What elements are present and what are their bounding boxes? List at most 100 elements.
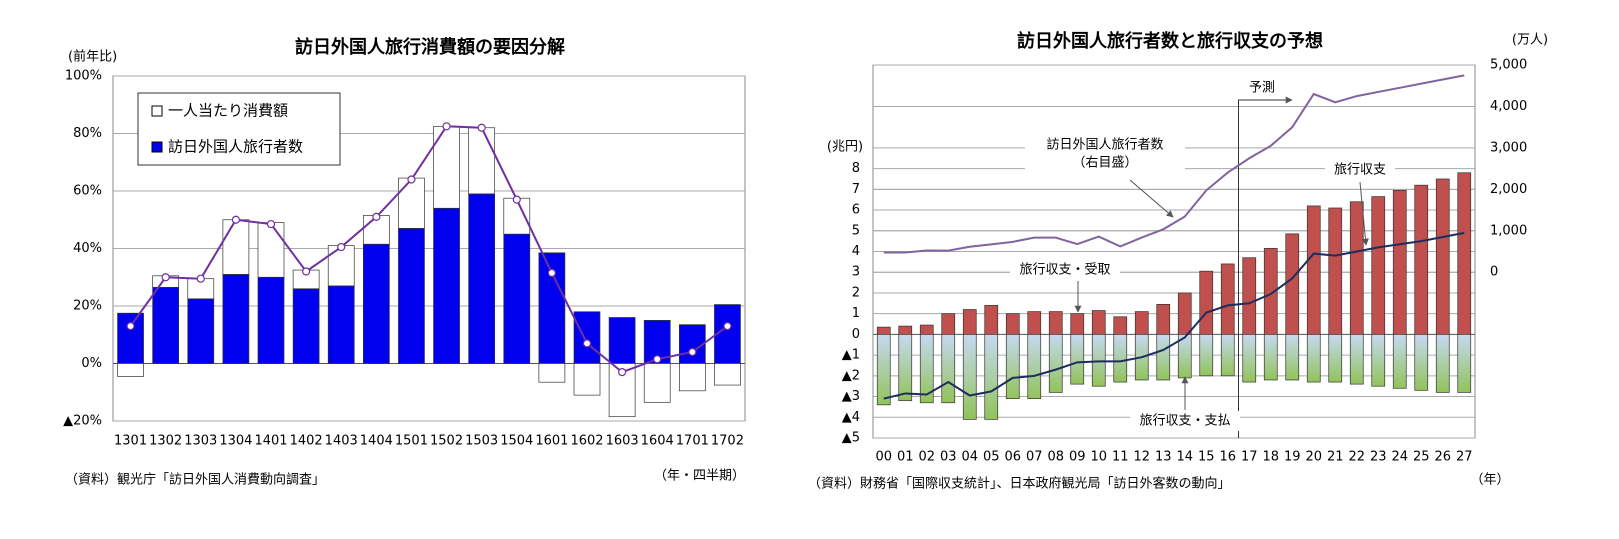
bar — [1263, 334, 1278, 381]
line-marker — [126, 322, 135, 331]
bar — [222, 219, 250, 275]
x-tick-label: 16 — [1219, 450, 1236, 465]
y-tick-label: ▲5 — [842, 431, 860, 446]
bar — [1414, 184, 1429, 335]
bar — [1113, 316, 1128, 335]
y-tick-label: 2 — [852, 285, 860, 300]
y-tick-label: 80% — [73, 126, 102, 141]
bar — [876, 334, 891, 406]
legend-label: 訪日外国人旅行者数 — [168, 138, 303, 156]
chart-title: 訪日外国人旅行者数と旅行収支の予想 — [1017, 30, 1323, 52]
bar — [573, 363, 601, 396]
x-axis-label: （年・四半期） — [654, 469, 745, 484]
x-tick-label: 10 — [1090, 450, 1107, 465]
x-tick-label: 1304 — [219, 434, 252, 449]
bar — [538, 363, 566, 383]
line — [883, 231, 1465, 400]
bar — [984, 305, 999, 335]
x-tick-label: 1601 — [535, 434, 568, 449]
annotation: 予測 — [1249, 81, 1275, 96]
source-note: （資料）観光庁「訪日外国人消費動向調査」 — [65, 472, 325, 488]
bar — [1091, 310, 1106, 335]
bar — [1177, 292, 1192, 335]
y-tick-label: 5 — [852, 223, 860, 238]
line-marker — [302, 267, 311, 276]
x-tick-label: 21 — [1327, 450, 1344, 465]
bar — [468, 193, 496, 364]
line-marker — [688, 347, 697, 357]
y-tick-label: 7 — [852, 182, 860, 197]
bar — [327, 285, 355, 364]
bar — [1027, 334, 1042, 399]
bar — [1242, 334, 1257, 383]
bar — [1005, 313, 1020, 335]
annotation: （右目盛） — [1072, 156, 1137, 171]
x-tick-label: 1502 — [430, 434, 463, 449]
bar — [941, 334, 956, 404]
label-bg — [1325, 160, 1395, 180]
legend-swatch — [151, 141, 163, 153]
x-axis-label: （年） — [1470, 473, 1509, 488]
x-tick-label: 19 — [1284, 450, 1301, 465]
bar — [1349, 334, 1364, 385]
annotation-arrow — [1359, 181, 1369, 246]
y-tick-label: ▲4 — [842, 410, 860, 425]
y-tick-label: 4 — [852, 244, 860, 259]
line-marker — [547, 268, 556, 278]
bar — [398, 177, 425, 229]
bar — [257, 276, 285, 364]
x-tick-label: 12 — [1133, 450, 1150, 465]
bar — [919, 334, 934, 404]
bar — [503, 233, 531, 364]
bar — [1005, 334, 1020, 399]
bar — [257, 222, 285, 278]
bar — [714, 304, 741, 364]
annotation: 旅行収支・受取 — [1019, 263, 1110, 278]
line-marker — [337, 242, 346, 252]
y-tick-label: 20% — [73, 299, 102, 314]
y-tick-label: 60% — [73, 184, 102, 199]
bar — [1199, 270, 1214, 335]
x-tick-label: 25 — [1413, 450, 1430, 465]
y-axis-label: (兆円) — [827, 140, 863, 155]
x-tick-label: 06 — [1004, 450, 1021, 465]
bar — [1435, 334, 1450, 393]
line — [129, 125, 729, 374]
bar — [898, 334, 913, 402]
line-marker — [582, 339, 592, 348]
bar — [678, 363, 706, 392]
x-tick-label: 00 — [875, 450, 892, 465]
y-tick-label: 0% — [81, 356, 102, 371]
bar — [1457, 334, 1472, 393]
bar — [292, 288, 320, 364]
x-tick-label: 1603 — [606, 434, 639, 449]
bar — [1371, 334, 1386, 387]
x-tick-label: 1602 — [570, 434, 603, 449]
bar — [1371, 196, 1386, 335]
line-marker — [442, 122, 451, 131]
bar — [1070, 313, 1085, 335]
x-tick-label: 24 — [1391, 450, 1408, 465]
bar — [1435, 178, 1450, 335]
x-tick-label: 17 — [1241, 450, 1258, 465]
line-marker — [372, 212, 381, 221]
x-tick-label: 1503 — [465, 434, 498, 449]
bar — [714, 363, 741, 386]
x-tick-label: 1301 — [114, 434, 147, 449]
y-tick-label: 100% — [65, 69, 102, 84]
chart-title: 訪日外国人旅行消費額の要因分解 — [295, 36, 565, 58]
annotation-arrow — [1129, 179, 1174, 218]
x-tick-label: 02 — [918, 450, 935, 465]
y-tick-label: 1 — [852, 306, 860, 321]
label-bg — [1010, 260, 1120, 280]
bar — [1156, 303, 1171, 335]
y2-tick-label: 2,000 — [1490, 182, 1527, 197]
x-tick-label: 1302 — [149, 434, 182, 449]
bar — [1242, 257, 1257, 335]
y-tick-label: 3 — [852, 265, 860, 280]
line-marker — [618, 368, 627, 377]
bar — [608, 317, 636, 364]
y-tick-label: ▲2 — [842, 368, 860, 383]
bar — [222, 274, 250, 364]
